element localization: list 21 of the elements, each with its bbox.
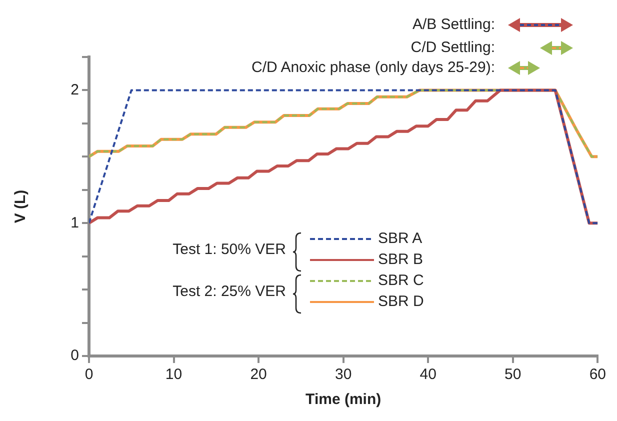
y-tick-label: 1 [70, 214, 79, 232]
legend-label: SBR A [378, 230, 422, 248]
annotation: Test 1: 50% VER [172, 240, 286, 258]
x-axis-title: Time (min) [306, 391, 382, 408]
text: A/B Settling: [412, 16, 495, 34]
x-tick-label: 0 [84, 366, 94, 384]
x-tick-label: 20 [250, 366, 267, 384]
x-tick-label: 50 [504, 366, 522, 384]
x-tick-label: 60 [589, 366, 606, 384]
legend-label: SBR B [378, 251, 424, 269]
annotation: Test 2: 25% VER [172, 282, 286, 300]
annotation: C/D Anoxic phase (only days 25-29): [252, 59, 495, 77]
text: C/D Settling: [410, 39, 495, 57]
x-tick-label: 40 [420, 366, 436, 384]
y-axis-title: V (L) [12, 190, 30, 224]
x-tick-label: 10 [165, 366, 182, 384]
x-tick-label: 30 [334, 366, 352, 384]
y-tick-label: 2 [70, 81, 79, 98]
legend-label: SBR C [378, 272, 424, 290]
y-tick-label: 0 [70, 347, 79, 364]
legend-label: SBR D [378, 293, 424, 311]
